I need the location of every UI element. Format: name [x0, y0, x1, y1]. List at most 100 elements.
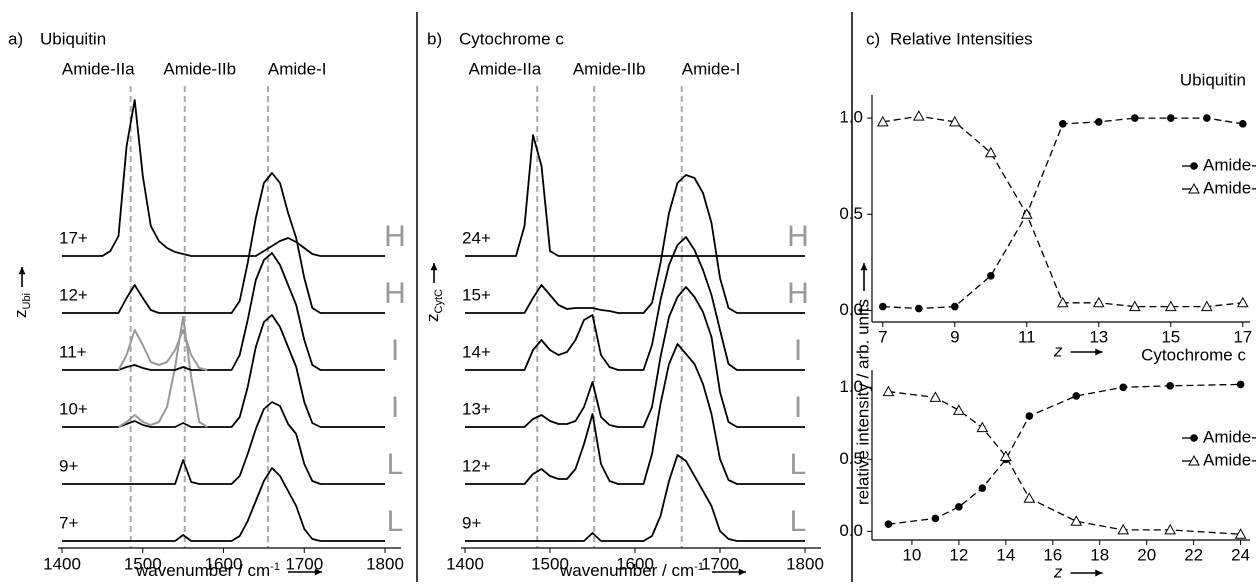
- plot-title: Cytochrome c: [1141, 345, 1246, 364]
- point: [976, 421, 989, 433]
- point: [1023, 492, 1036, 503]
- x-tick-label: 11: [1018, 327, 1036, 346]
- x-tick-label: 9: [950, 327, 959, 346]
- spectrum: [465, 134, 805, 257]
- point: [999, 450, 1012, 461]
- state-label: L: [387, 448, 404, 481]
- x-tick-label: 1700: [285, 554, 323, 573]
- point: [1200, 300, 1213, 312]
- spectrum-overlay: [117, 329, 208, 371]
- state-label: L: [387, 505, 404, 538]
- state-label: I: [794, 334, 802, 367]
- y-label: zCytC: [423, 289, 444, 322]
- state-label: H: [787, 220, 809, 253]
- point: [1020, 208, 1033, 219]
- point: [984, 146, 997, 158]
- point: [1072, 392, 1081, 400]
- point: [1059, 120, 1067, 128]
- point: [1056, 296, 1069, 308]
- point: [882, 385, 895, 397]
- spectrum: [62, 172, 385, 314]
- arrow-head: [860, 263, 868, 271]
- y-tick-label: 1.0: [839, 377, 863, 396]
- spectrum: [465, 236, 805, 371]
- y-tick-label: 1.0: [839, 108, 863, 127]
- peak-label: Amide-IIb: [573, 59, 646, 78]
- trace-label: 24+: [462, 228, 491, 247]
- point: [951, 302, 959, 311]
- y-tick-label: 0.5: [839, 449, 863, 468]
- arrow-head: [738, 568, 746, 576]
- arrow-head: [314, 568, 322, 576]
- panel-title: Relative Intensities: [890, 29, 1033, 48]
- point: [1164, 523, 1177, 535]
- point: [978, 484, 987, 492]
- trace-label: 9+: [462, 513, 481, 532]
- point: [1070, 515, 1083, 526]
- point: [1203, 114, 1211, 122]
- x-label-sup: -1: [270, 561, 280, 573]
- point: [1128, 300, 1141, 312]
- peak-label: Amide-I: [682, 59, 741, 78]
- y-axis-label: zCytC: [423, 263, 445, 322]
- y-axis-label: relative intensity / arb. units: [853, 263, 872, 505]
- point: [1164, 300, 1177, 312]
- x-label: wavenumber / cm-1: [135, 561, 280, 581]
- state-label: L: [790, 505, 807, 538]
- point: [1167, 114, 1175, 122]
- point: [1239, 120, 1247, 128]
- x-tick-label: 1800: [366, 554, 404, 573]
- x-tick-label: 1600: [616, 554, 654, 573]
- series-line: [882, 117, 1243, 310]
- x-tick-label: 1800: [786, 554, 824, 573]
- trace-label: 11+: [59, 342, 87, 361]
- peak-label: Amide-IIa: [469, 59, 542, 78]
- legend-label: Amide-IIa: [1203, 427, 1258, 446]
- legend-marker: [1188, 454, 1200, 466]
- arrow-head: [1095, 348, 1103, 356]
- point: [1092, 296, 1105, 308]
- spectrum: [465, 286, 805, 428]
- x-tick-label: 15: [1161, 327, 1180, 346]
- state-label: H: [384, 277, 406, 310]
- peak-label: Amide-IIb: [163, 59, 236, 78]
- x-label-sup: -1: [694, 561, 704, 573]
- spectrum: [62, 99, 385, 257]
- panel-title: Ubiquitin: [40, 29, 106, 48]
- point: [953, 404, 965, 415]
- x-tick-label: 14: [996, 545, 1015, 564]
- x-tick-label: 1500: [531, 554, 569, 573]
- state-label: L: [790, 448, 807, 481]
- spectrum: [62, 314, 385, 428]
- point: [1234, 528, 1247, 539]
- series-line: [882, 115, 1243, 308]
- y-label-main: z: [423, 314, 442, 323]
- x-tick-label: 18: [1090, 545, 1109, 564]
- x-tick-label: 1400: [446, 554, 484, 573]
- trace-label: 13+: [462, 399, 491, 418]
- point: [879, 302, 887, 311]
- trace-label: 10+: [59, 399, 88, 418]
- x-tick-label: 17: [1233, 327, 1252, 346]
- y-label-main: z: [11, 310, 30, 319]
- point: [1131, 114, 1139, 122]
- point: [876, 115, 889, 127]
- spectrum: [62, 252, 385, 371]
- point: [948, 115, 961, 127]
- y-label: zUbi: [11, 293, 32, 318]
- panel-label: a): [8, 29, 23, 48]
- x-tick-label: 1400: [43, 554, 81, 573]
- x-tick-label: 13: [1089, 327, 1108, 346]
- point: [1025, 412, 1034, 420]
- trace-label: 14+: [462, 342, 491, 361]
- x-tick-label: 1600: [205, 554, 243, 573]
- x-tick-label: 7: [878, 327, 887, 346]
- point: [955, 503, 963, 511]
- x-tick-label: 1700: [701, 554, 739, 573]
- trace-label: 9+: [59, 456, 78, 475]
- spectrum: [62, 401, 385, 485]
- y-tick-label: 0.0: [839, 521, 863, 540]
- x-tick-label: 1500: [124, 554, 162, 573]
- y-label: relative intensity / arb. units: [853, 299, 872, 505]
